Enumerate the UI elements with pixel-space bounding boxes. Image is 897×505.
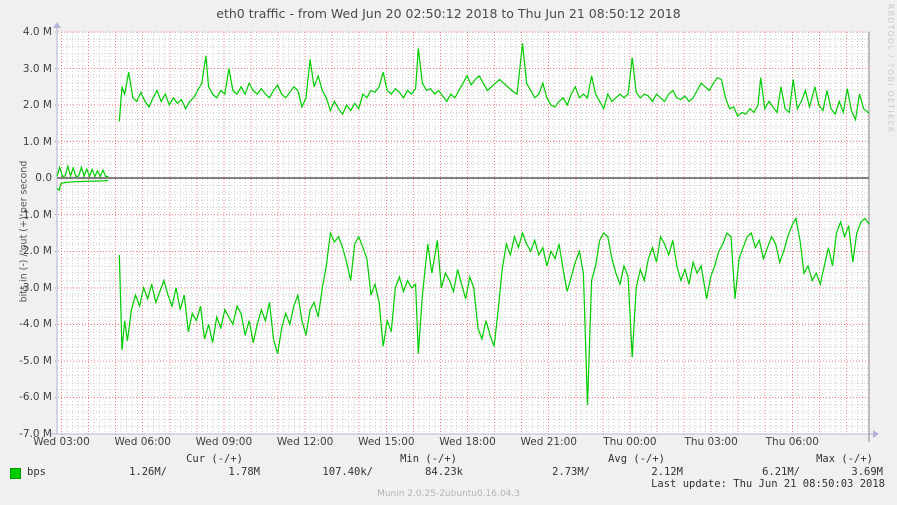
y-tick-label: 0.0 (35, 172, 52, 185)
y-tick-label: -5.0 M (19, 354, 52, 367)
legend-header-avg: Avg (-/+) (608, 453, 665, 465)
x-tick-label: Wed 06:00 (114, 436, 171, 448)
cur-out-value: 1.78M (228, 466, 260, 478)
max-in-value: 6.21M/ (762, 466, 800, 478)
y-tick-label: -1.0 M (19, 208, 52, 221)
x-tick-label: Wed 03:00 (33, 436, 90, 448)
y-axis-arrow-icon (53, 22, 61, 28)
legend-header-cur: Cur (-/+) (186, 453, 243, 465)
plot-background (57, 32, 869, 434)
avg-out-value: 2.12M (651, 466, 683, 478)
avg-in-value: 2.73M/ (552, 466, 590, 478)
y-tick-label: 4.0 M (22, 26, 52, 38)
x-tick-label: Wed 18:00 (439, 436, 496, 448)
y-tick-label: -7.0 M (19, 428, 52, 440)
x-tick-label: Wed 21:00 (520, 436, 577, 448)
y-tick-label: 1.0 M (22, 135, 52, 148)
series-label: bps (27, 466, 46, 478)
min-out-value: 84.23k (425, 466, 463, 478)
legend-header-row: Cur (-/+) Min (-/+) Avg (-/+) Max (-/+) (0, 453, 897, 466)
x-tick-label: Thu 00:00 (603, 436, 657, 448)
y-tick-label: -4.0 M (19, 318, 52, 331)
series-color-swatch-icon (10, 468, 21, 479)
legend-header-min: Min (-/+) (400, 453, 457, 465)
y-tick-label: -3.0 M (19, 281, 52, 294)
x-tick-label: Wed 09:00 (195, 436, 253, 448)
legend-header-max: Max (-/+) (816, 453, 873, 465)
munin-version-footer: Munin 2.0.25-2ubuntu0.16.04.3 (377, 489, 520, 499)
x-tick-label: Thu 06:00 (765, 436, 819, 448)
cur-in-value: 1.26M/ (129, 466, 167, 478)
y-tick-label: -6.0 M (19, 391, 52, 404)
legend-value-row: bps 1.26M/ 1.78M 107.40k/ 84.23k 2.73M/ … (0, 466, 897, 479)
series-line-1 (56, 180, 870, 405)
x-tick-label: Wed 15:00 (358, 436, 415, 448)
max-out-value: 3.69M (851, 466, 883, 478)
x-tick-label: Thu 03:00 (684, 436, 738, 448)
series-line-0 (56, 43, 870, 179)
rrdtool-watermark: RRDTOOL / TOBI OETIKER (886, 4, 895, 134)
min-in-value: 107.40k/ (322, 466, 373, 478)
y-tick-label: 3.0 M (22, 62, 52, 75)
y-tick-label: -2.0 M (19, 245, 52, 258)
graph-title: eth0 traffic - from Wed Jun 20 02:50:12 … (216, 6, 681, 21)
y-tick-label: 2.0 M (22, 99, 52, 112)
x-tick-label: Wed 12:00 (276, 436, 334, 448)
x-axis-arrow-icon (873, 430, 879, 438)
last-update: Last update: Thu Jun 21 08:50:03 2018 (651, 478, 885, 490)
